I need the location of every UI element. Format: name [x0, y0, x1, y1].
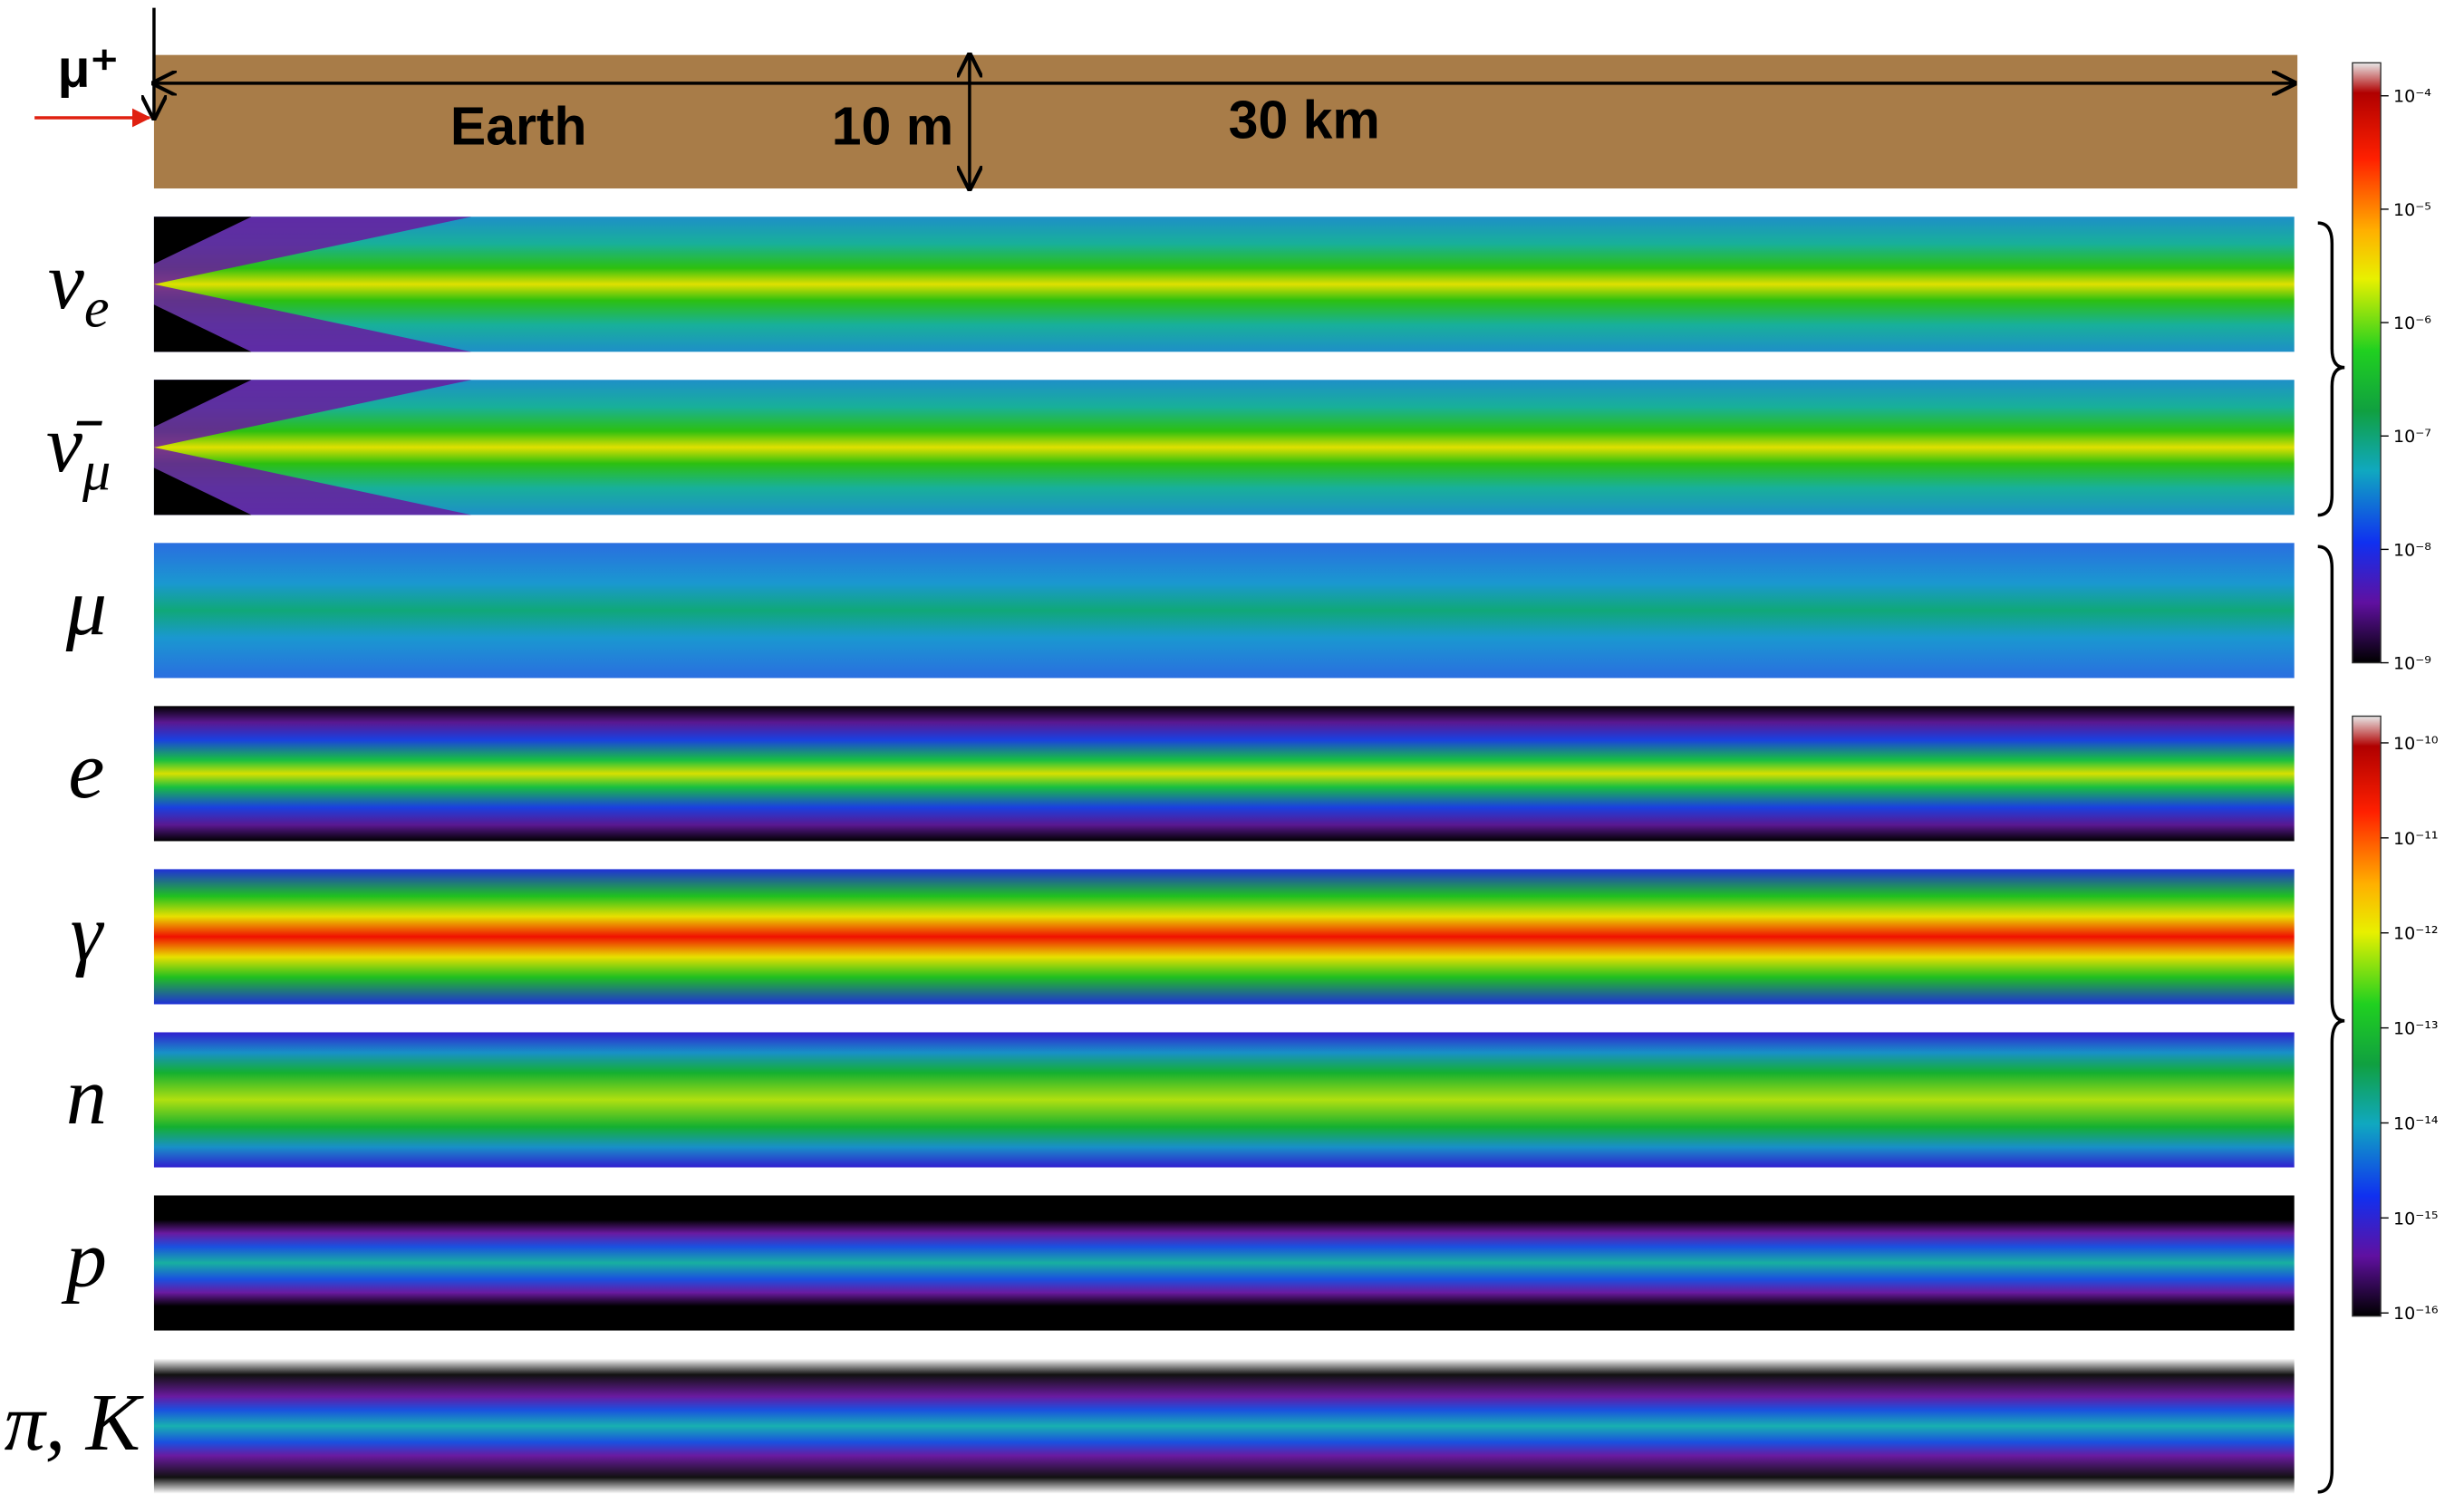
figure: μ⁺ Earth 10 m 30 km νeν̄μμeγnpπ, K 10⁻⁴1… — [0, 0, 2464, 1503]
heatmap — [154, 380, 2295, 515]
colorbar-tick-label: 10⁻¹⁵ — [2393, 1209, 2439, 1228]
colorbar-tick-label: 10⁻¹⁴ — [2393, 1113, 2439, 1133]
colorbar-tick-label: 10⁻⁵ — [2393, 200, 2431, 220]
particle-symbol: μ — [65, 562, 107, 652]
medium-label: Earth — [450, 97, 587, 156]
particle-symbol: p — [61, 1214, 107, 1305]
colorbar-tick-label: 10⁻⁴ — [2393, 87, 2431, 107]
subscript: μ — [82, 440, 111, 503]
length-label: 30 km — [1229, 92, 1380, 150]
particle-symbol: ν̄μ — [46, 399, 111, 503]
particle-symbol: e — [68, 725, 104, 815]
colorbar-tick-label: 10⁻⁹ — [2393, 653, 2431, 673]
subscript: e — [84, 277, 110, 340]
symbol: μ — [65, 562, 107, 652]
heatmap — [154, 1032, 2295, 1167]
particle-symbol: n — [66, 1051, 107, 1142]
colorbar-tick-label: 10⁻¹² — [2393, 924, 2439, 944]
symbol: ν — [48, 236, 85, 326]
colorbar-tick-label: 10⁻¹⁰ — [2393, 734, 2439, 754]
particle-symbol: π, K — [5, 1377, 144, 1468]
particle-symbol: γ — [71, 888, 105, 978]
colorbar — [2353, 63, 2381, 662]
thickness-label: 10 m — [832, 97, 953, 156]
heatmap — [154, 706, 2295, 841]
brace — [2318, 223, 2344, 515]
colorbar — [2353, 716, 2381, 1315]
colorbar-tick-label: 10⁻¹³ — [2393, 1019, 2439, 1039]
heatmap — [154, 1196, 2295, 1331]
particle-label: μ⁺ — [58, 39, 119, 98]
colorbar-tick-label: 10⁻⁸ — [2393, 540, 2431, 560]
brace — [2318, 546, 2344, 1492]
symbol: p — [61, 1214, 107, 1305]
colorbar-tick-label: 10⁻¹¹ — [2393, 829, 2439, 849]
particle-symbol: νe — [48, 236, 110, 340]
heatmap — [154, 543, 2295, 678]
heatmap — [154, 1359, 2295, 1494]
colorbar-tick-label: 10⁻⁷ — [2393, 427, 2431, 447]
colorbar-tick-label: 10⁻⁶ — [2393, 313, 2431, 333]
symbol: e — [68, 725, 104, 815]
heatmap — [154, 217, 2295, 352]
symbol: γ — [71, 888, 105, 978]
heatmap — [154, 869, 2295, 1004]
symbol: n — [66, 1051, 107, 1142]
colorbar-tick-label: 10⁻¹⁶ — [2393, 1304, 2439, 1324]
colorbars: 10⁻⁴ 10⁻⁵ 10⁻⁶ 10⁻⁷ 10⁻⁸ 10⁻⁹ 10⁻¹⁰ 10⁻¹¹ 10⁻¹² 1… — [2353, 63, 2439, 1324]
symbol: π, K — [5, 1377, 144, 1468]
